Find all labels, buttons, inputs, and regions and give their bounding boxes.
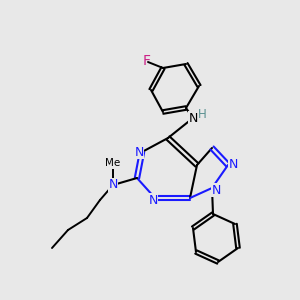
Text: N: N (228, 158, 238, 172)
Text: N: N (108, 178, 118, 191)
Text: H: H (198, 109, 206, 122)
Text: N: N (134, 146, 144, 158)
Text: N: N (211, 184, 221, 196)
Text: N: N (148, 194, 158, 206)
Text: N: N (188, 112, 198, 124)
Text: Me: Me (105, 158, 121, 168)
Text: F: F (143, 54, 151, 68)
